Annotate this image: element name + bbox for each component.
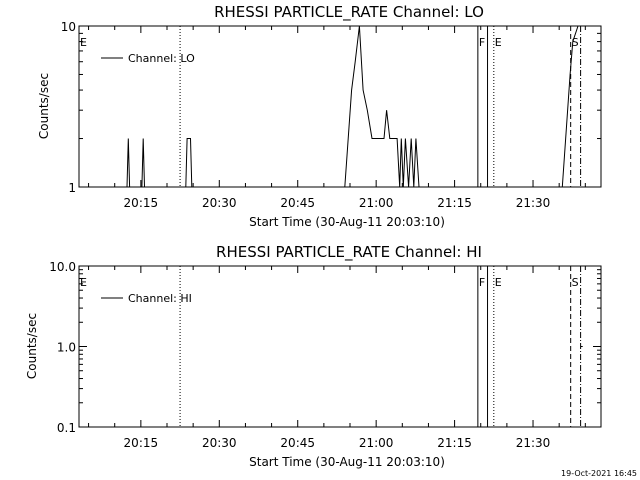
- hi-y-tick-label: 1.0: [57, 341, 76, 355]
- plot-timestamp: 19-Oct-2021 16:45: [561, 469, 637, 478]
- hi-x-tick-label: 20:30: [202, 436, 237, 450]
- lo-series-line: [79, 25, 579, 188]
- lo-x-tick-label: 21:00: [359, 196, 394, 210]
- lo-flag-label: E: [80, 36, 87, 49]
- hi-x-axis-label: Start Time (30-Aug-11 20:03:10): [249, 455, 445, 469]
- lo-y-tick-label: 1: [68, 181, 76, 195]
- lo-x-tick-label: 20:15: [124, 196, 159, 210]
- hi-plot-frame: [78, 265, 602, 428]
- lo-x-axis-label: Start Time (30-Aug-11 20:03:10): [249, 215, 445, 229]
- lo-y-tick-label: 10: [61, 20, 76, 34]
- hi-flag-label: E: [80, 276, 87, 289]
- hi-chart-title: RHESSI PARTICLE_RATE Channel: HI: [216, 243, 482, 262]
- hi-flag-label: E: [495, 276, 502, 289]
- hi-y-axis-label: Counts/sec: [25, 313, 39, 379]
- lo-flag-label: E: [495, 36, 502, 49]
- lo-chart-title: RHESSI PARTICLE_RATE Channel: LO: [214, 3, 484, 22]
- lo-channel-panel: RHESSI PARTICLE_RATE Channel: LO Counts/…: [37, 3, 602, 229]
- hi-x-tick-label: 21:15: [437, 436, 472, 450]
- lo-flag-label: F: [479, 36, 485, 49]
- hi-flag-label: F: [479, 276, 485, 289]
- hi-x-tick-label: 20:15: [124, 436, 159, 450]
- hi-y-tick-label: 10.0: [49, 260, 76, 274]
- hi-flag-label: S: [572, 276, 579, 289]
- lo-x-tick-label: 20:45: [280, 196, 315, 210]
- hi-channel-panel: RHESSI PARTICLE_RATE Channel: HI Counts/…: [25, 243, 602, 469]
- lo-x-tick-label: 21:15: [437, 196, 472, 210]
- lo-legend-label: Channel: LO: [128, 52, 195, 65]
- hi-legend-label: Channel: HI: [128, 292, 192, 305]
- hi-x-tick-label: 21:00: [359, 436, 394, 450]
- lo-flag-label: S: [572, 36, 579, 49]
- hi-y-tick-label: 0.1: [57, 421, 76, 435]
- lo-plot-frame: [78, 25, 602, 188]
- hi-x-tick-label: 20:45: [280, 436, 315, 450]
- lo-x-tick-label: 20:30: [202, 196, 237, 210]
- lo-x-tick-label: 21:30: [516, 196, 551, 210]
- lo-y-axis-label: Counts/sec: [37, 73, 51, 139]
- hi-plot-layer: 20:15 20:30 20:45 21:00 21:15 21:30 0.1 1.0 10.0…: [49, 260, 601, 450]
- hi-x-tick-label: 21:30: [516, 436, 551, 450]
